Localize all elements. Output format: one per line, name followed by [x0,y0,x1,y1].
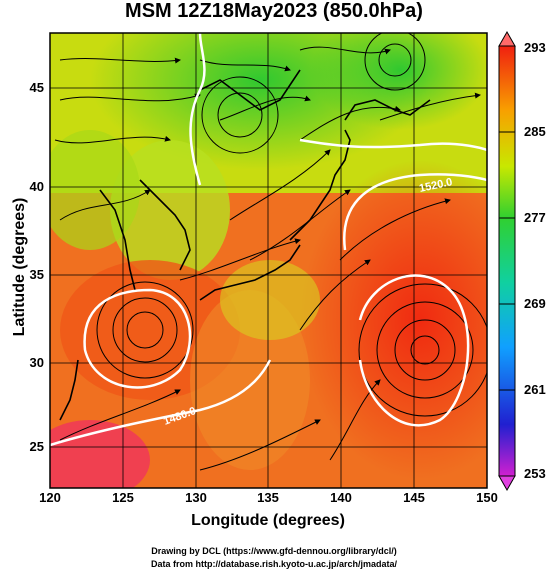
temperature-field [50,33,487,488]
plot-frame [49,32,488,489]
x-tick: 145 [403,490,425,505]
colorbar-tick: 285 [524,124,546,139]
x-tick: 130 [185,490,207,505]
x-tick: 135 [257,490,279,505]
colorbar [498,30,516,492]
credit-drawing: Drawing by DCL (https://www.gfd-dennou.o… [151,546,397,556]
x-tick: 150 [476,490,498,505]
colorbar-top-arrow [498,30,516,47]
map-title: MSM 12Z18May2023 (850.0hPa) [125,0,423,22]
coastlines [59,69,431,421]
colorbar-tick: 261 [524,382,546,397]
y-tick: 25 [29,439,44,454]
y-tick: 30 [29,355,44,370]
x-axis-label: Longitude (degrees) [191,512,345,529]
wind-streamlines [54,33,487,471]
y-tick: 35 [29,267,44,282]
y-tick: 45 [29,80,44,95]
colorbar-tick: 269 [524,296,546,311]
colorbar-tick: 293 [524,40,546,55]
height-contours [50,33,487,447]
x-tick: 125 [112,490,134,505]
y-tick: 40 [29,179,44,194]
colorbar-tick: 277 [524,210,546,225]
colorbar-bottom-arrow [498,475,516,492]
colorbar-tick: 253 [524,466,546,481]
x-tick: 140 [330,490,352,505]
credit-data-source: Data from http://database.rish.kyoto-u.a… [150,559,398,569]
x-tick: 120 [39,490,61,505]
